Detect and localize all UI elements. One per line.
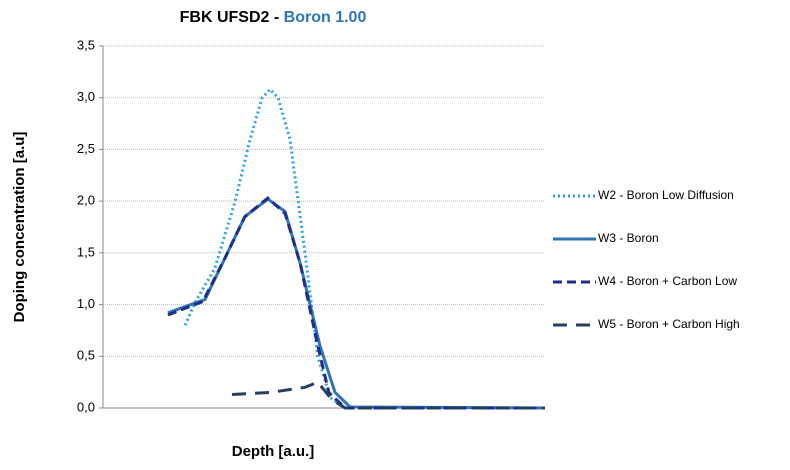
series-line [231,380,545,410]
x-axis-label: Depth [a.u.] [232,443,315,460]
y-tick-label: 1,0 [77,296,95,311]
chart-title: FBK UFSD2 - Boron 1.00 [180,9,367,26]
legend-label: W5 - Boron + Carbon High [598,317,740,331]
title-main: FBK UFSD2 - [180,9,280,26]
y-tick-label: 3,0 [77,89,95,104]
y-tick-label: 2,0 [77,193,95,208]
series-line [167,196,545,410]
y-axis-label: Doping concentration [a.u] [11,132,28,323]
legend-label: W4 - Boron + Carbon Low [598,274,737,288]
y-tick-label: 1,5 [77,244,95,259]
title-highlight: Boron 1.00 [284,9,367,26]
legend-label: W2 - Boron Low Diffusion [598,188,734,202]
y-tick-label: 0,0 [77,399,95,414]
series-line [167,197,546,410]
y-tick-label: 3,5 [77,37,95,52]
legend-label: W3 - Boron [598,231,659,245]
y-tick-label: 0,5 [77,348,95,363]
y-tick-label: 2,5 [77,141,95,156]
series-line [183,87,347,410]
